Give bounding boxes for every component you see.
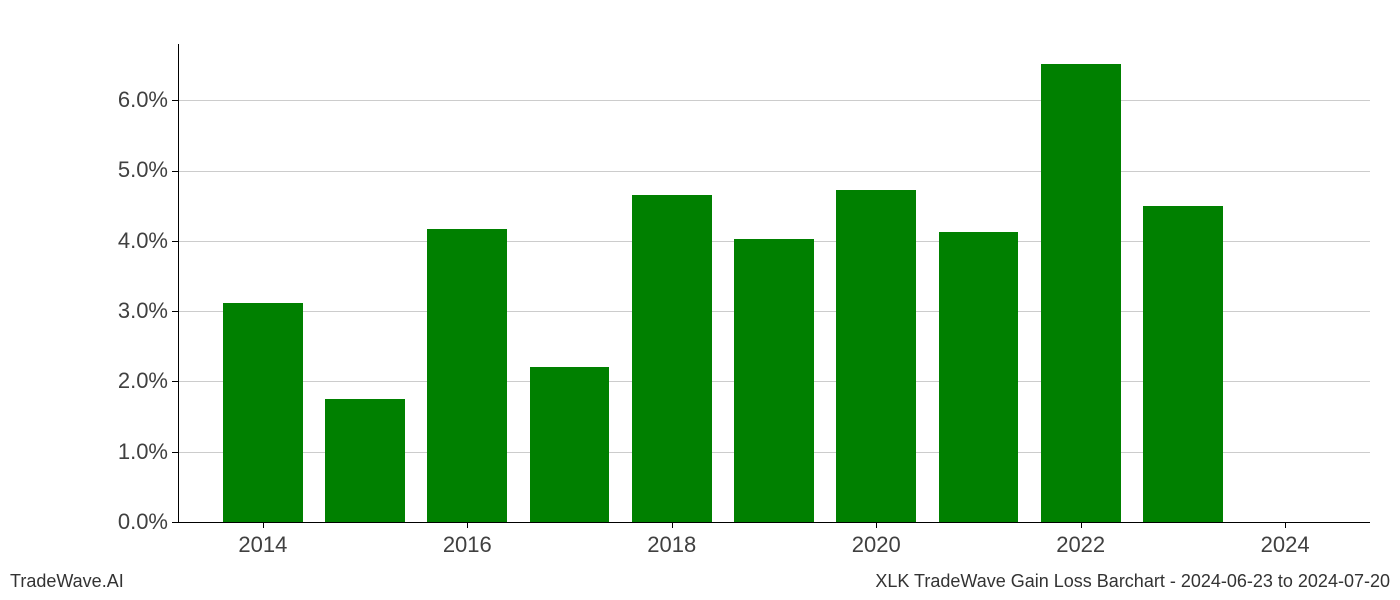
bar	[939, 232, 1019, 522]
x-tick-label: 2016	[427, 532, 507, 558]
x-tick-label: 2024	[1245, 532, 1325, 558]
x-axis-spine	[178, 522, 1370, 523]
y-tick-label: 1.0%	[83, 439, 168, 465]
grid-line	[178, 100, 1370, 101]
y-tick-label: 5.0%	[83, 157, 168, 183]
y-tick-label: 2.0%	[83, 368, 168, 394]
bar	[1143, 206, 1223, 522]
y-tick-label: 6.0%	[83, 87, 168, 113]
x-tick-label: 2014	[223, 532, 303, 558]
grid-line	[178, 171, 1370, 172]
plot-area: 0.0%1.0%2.0%3.0%4.0%5.0%6.0%201420162018…	[178, 44, 1370, 522]
footer-right-text: XLK TradeWave Gain Loss Barchart - 2024-…	[875, 571, 1390, 592]
bar	[632, 195, 712, 522]
bar	[427, 229, 507, 522]
x-tick-label: 2020	[836, 532, 916, 558]
y-tick-label: 4.0%	[83, 228, 168, 254]
y-tick-label: 3.0%	[83, 298, 168, 324]
x-tick-label: 2022	[1041, 532, 1121, 558]
chart-container: 0.0% 1.0% 2.0% 3.0% 4.0% 5.0% 6.0% 2014 2016 2018…	[0, 0, 1400, 600]
bar	[223, 303, 303, 522]
bar	[734, 239, 814, 522]
footer-left-text: TradeWave.AI	[10, 571, 124, 592]
y-tick-label: 0.0%	[83, 509, 168, 535]
x-tick-label: 2018	[632, 532, 712, 558]
bar	[1041, 64, 1121, 522]
y-axis-spine	[178, 44, 179, 522]
bar	[530, 367, 610, 522]
bar	[836, 190, 916, 522]
bar	[325, 399, 405, 522]
